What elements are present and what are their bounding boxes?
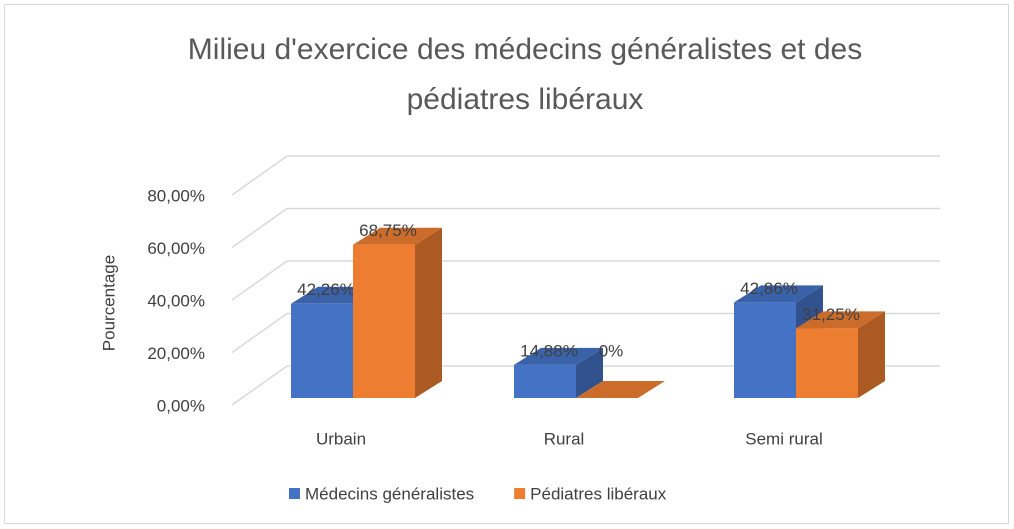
data-label: 14,88% xyxy=(520,341,578,360)
y-tick-label: 20,00% xyxy=(147,344,205,363)
bar-top xyxy=(353,227,442,245)
y-axis-label: Pourcentage xyxy=(99,255,118,351)
legend-swatch xyxy=(289,488,300,499)
y-tick-label: 0,00% xyxy=(157,396,205,415)
y-tick-label: 40,00% xyxy=(147,291,205,310)
x-tick-label: Semi rural xyxy=(745,429,822,448)
y-tick-label: 60,00% xyxy=(147,239,205,258)
bar-top xyxy=(734,285,823,303)
bar-top xyxy=(796,311,885,329)
chart-title-line1: Milieu d'exercice des médecins généralis… xyxy=(188,33,862,66)
grid-line xyxy=(231,155,940,196)
data-label: 68,75% xyxy=(359,221,417,240)
bar-side xyxy=(415,227,442,398)
data-label: 42,86% xyxy=(740,279,798,298)
bar-top xyxy=(514,347,603,365)
bar xyxy=(734,302,796,398)
grid-line xyxy=(231,365,940,406)
bar-top xyxy=(576,381,665,398)
legend-label: Pédiatres libéraux xyxy=(530,484,667,503)
legend-label: Médecins généralistes xyxy=(305,484,474,503)
bar xyxy=(291,303,353,398)
x-tick-label: Rural xyxy=(544,429,585,448)
chart-title-line2: pédiatres libéraux xyxy=(407,83,644,116)
grid-line xyxy=(231,260,940,301)
bar-side xyxy=(858,311,885,398)
chart-border xyxy=(4,4,1009,524)
grid-line xyxy=(231,207,940,249)
data-label: 0% xyxy=(599,341,624,360)
bar xyxy=(353,244,415,398)
data-label: 42,26% xyxy=(297,280,355,299)
bar xyxy=(514,364,576,398)
bar xyxy=(796,328,858,398)
data-label: 31,25% xyxy=(802,305,860,324)
legend-swatch xyxy=(514,488,526,499)
x-tick-label: Urbain xyxy=(316,429,366,448)
grid-line xyxy=(231,312,940,354)
bar-side xyxy=(576,347,603,398)
y-tick-label: 80,00% xyxy=(147,186,205,205)
